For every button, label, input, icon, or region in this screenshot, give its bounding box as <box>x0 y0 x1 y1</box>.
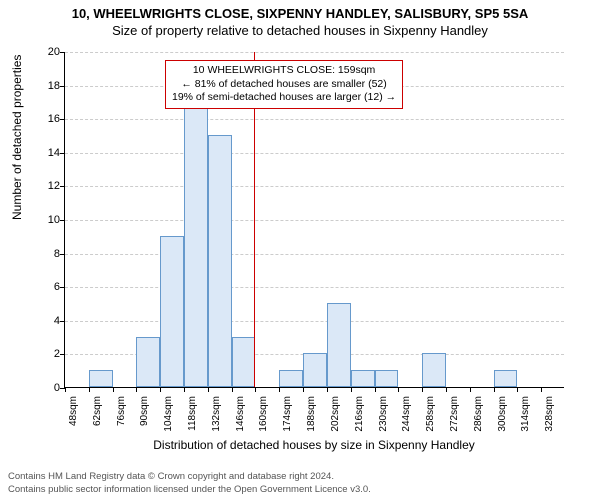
xtick-label: 90sqm <box>139 396 150 436</box>
plot-area: 10 WHEELWRIGHTS CLOSE: 159sqm← 81% of de… <box>64 52 564 388</box>
footer: Contains HM Land Registry data © Crown c… <box>8 471 371 496</box>
xtick-label: 146sqm <box>235 396 246 436</box>
xtick-mark <box>113 387 114 392</box>
xtick-mark <box>89 387 90 392</box>
xtick-label: 300sqm <box>497 396 508 436</box>
xtick-mark <box>65 387 66 392</box>
xtick-label: 216sqm <box>354 396 365 436</box>
xtick-mark <box>375 387 376 392</box>
ytick-mark <box>60 52 65 53</box>
footer-line-2: Contains public sector information licen… <box>8 484 371 496</box>
ytick-label: 10 <box>30 214 60 226</box>
xtick-mark <box>279 387 280 392</box>
ytick-label: 8 <box>30 248 60 260</box>
ytick-mark <box>60 354 65 355</box>
annotation-line: 10 WHEELWRIGHTS CLOSE: 159sqm <box>172 64 396 78</box>
ytick-label: 20 <box>30 46 60 58</box>
ytick-label: 0 <box>30 382 60 394</box>
ytick-label: 12 <box>30 180 60 192</box>
histogram-bar <box>232 337 256 387</box>
gridline <box>65 321 564 322</box>
histogram-bar <box>327 303 351 387</box>
xtick-mark <box>160 387 161 392</box>
histogram-bar <box>208 135 232 387</box>
gridline <box>65 254 564 255</box>
footer-line-1: Contains HM Land Registry data © Crown c… <box>8 471 371 483</box>
histogram-bar <box>160 236 184 387</box>
title-address: 10, WHEELWRIGHTS CLOSE, SIXPENNY HANDLEY… <box>0 6 600 21</box>
ytick-mark <box>60 186 65 187</box>
gridline <box>65 186 564 187</box>
xtick-mark <box>184 387 185 392</box>
ytick-mark <box>60 287 65 288</box>
ytick-mark <box>60 321 65 322</box>
ytick-label: 4 <box>30 315 60 327</box>
ytick-mark <box>60 220 65 221</box>
xtick-mark <box>351 387 352 392</box>
xtick-label: 188sqm <box>306 396 317 436</box>
xtick-label: 314sqm <box>520 396 531 436</box>
xtick-label: 244sqm <box>401 396 412 436</box>
xtick-mark <box>303 387 304 392</box>
histogram-bar <box>303 353 327 387</box>
xtick-mark <box>446 387 447 392</box>
xtick-label: 132sqm <box>211 396 222 436</box>
xtick-mark <box>327 387 328 392</box>
gridline <box>65 287 564 288</box>
xtick-label: 48sqm <box>68 396 79 436</box>
annotation-line: 19% of semi-detached houses are larger (… <box>172 91 396 105</box>
annotation-box: 10 WHEELWRIGHTS CLOSE: 159sqm← 81% of de… <box>165 60 403 109</box>
histogram-bar <box>279 370 303 387</box>
ytick-mark <box>60 153 65 154</box>
histogram-bar <box>89 370 113 387</box>
ytick-label: 18 <box>30 80 60 92</box>
xtick-mark <box>208 387 209 392</box>
xtick-label: 272sqm <box>449 396 460 436</box>
xtick-label: 202sqm <box>330 396 341 436</box>
gridline <box>65 119 564 120</box>
xtick-mark <box>232 387 233 392</box>
xtick-label: 258sqm <box>425 396 436 436</box>
xtick-mark <box>255 387 256 392</box>
histogram-bar <box>184 101 208 387</box>
ytick-mark <box>60 86 65 87</box>
ytick-label: 6 <box>30 281 60 293</box>
xtick-mark <box>517 387 518 392</box>
xtick-mark <box>398 387 399 392</box>
xtick-label: 76sqm <box>116 396 127 436</box>
ytick-mark <box>60 254 65 255</box>
title-block: 10, WHEELWRIGHTS CLOSE, SIXPENNY HANDLEY… <box>0 0 600 38</box>
xtick-label: 118sqm <box>187 396 198 436</box>
xtick-label: 104sqm <box>163 396 174 436</box>
ytick-label: 2 <box>30 348 60 360</box>
title-subtitle: Size of property relative to detached ho… <box>0 23 600 38</box>
xtick-mark <box>136 387 137 392</box>
xtick-mark <box>470 387 471 392</box>
xtick-label: 160sqm <box>258 396 269 436</box>
xtick-label: 174sqm <box>282 396 293 436</box>
y-axis-label: Number of detached properties <box>10 55 24 220</box>
xtick-label: 230sqm <box>378 396 389 436</box>
xtick-label: 286sqm <box>473 396 484 436</box>
xtick-mark <box>494 387 495 392</box>
ytick-mark <box>60 119 65 120</box>
xtick-label: 62sqm <box>92 396 103 436</box>
gridline <box>65 220 564 221</box>
ytick-label: 14 <box>30 147 60 159</box>
histogram-bar <box>351 370 375 387</box>
xtick-label: 328sqm <box>544 396 555 436</box>
gridline <box>65 52 564 53</box>
histogram-bar <box>494 370 518 387</box>
xtick-mark <box>422 387 423 392</box>
x-axis-label: Distribution of detached houses by size … <box>64 438 564 452</box>
histogram-bar <box>422 353 446 387</box>
xtick-mark <box>541 387 542 392</box>
histogram-bar <box>136 337 160 387</box>
annotation-line: ← 81% of detached houses are smaller (52… <box>172 78 396 92</box>
ytick-label: 16 <box>30 113 60 125</box>
gridline <box>65 153 564 154</box>
histogram-bar <box>375 370 399 387</box>
